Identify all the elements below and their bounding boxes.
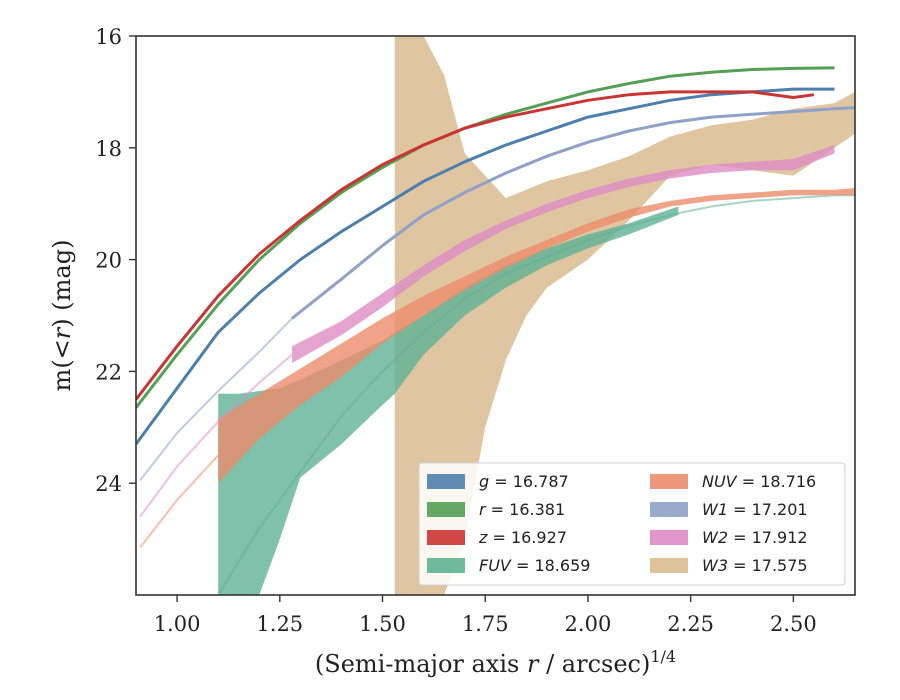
- plot-frame: [135, 35, 856, 596]
- legend-items: g = 16.787 r = 16.381 z = 16.927 FUV = 18.6…: [427, 472, 816, 575]
- x-axis-label-post: / arcsec): [538, 650, 650, 678]
- x-tick-label: 1.00: [154, 612, 201, 636]
- y-axis-label-pre: m(<: [48, 339, 76, 391]
- legend-label-z: z = 16.927: [478, 528, 567, 547]
- legend-item-g: g = 16.787: [427, 472, 569, 491]
- x-tick-label: 1.25: [256, 612, 303, 636]
- x-tick-label: 1.75: [462, 612, 509, 636]
- legend-swatch-z: [427, 530, 465, 545]
- legend-label-nuv: NUV = 18.716: [702, 472, 816, 491]
- series-w2-extension: [139, 353, 293, 518]
- x-tick-label: 1.50: [359, 612, 406, 636]
- legend-label-r: r = 16.381: [479, 500, 565, 519]
- legend-item-nuv: NUV = 18.716: [650, 472, 816, 491]
- legend-item-r: r = 16.381: [427, 500, 565, 519]
- series-z-line: [136, 90, 815, 401]
- series-g-line: [136, 87, 835, 445]
- legend-label-fuv: FUV = 18.659: [479, 556, 590, 575]
- y-tick-label: 16: [95, 25, 122, 49]
- series-w1-extension: [139, 317, 293, 482]
- series-nuv-band: [218, 188, 855, 484]
- legend-item-w1: W1 = 17.201: [650, 500, 808, 519]
- series-w2-band: [292, 145, 835, 363]
- x-axis-label-pre: (Semi-major axis: [315, 650, 527, 678]
- legend-swatch-fuv: [427, 558, 465, 573]
- legend-item-w2: W2 = 17.912: [650, 528, 808, 547]
- legend-label-w3: W3 = 17.575: [702, 556, 808, 575]
- legend-swatch-g: [427, 474, 465, 489]
- x-tick-label: 2.50: [770, 612, 817, 636]
- x-tick-label: 2.00: [565, 612, 612, 636]
- y-axis-label: m(<r) (mag): [48, 240, 76, 392]
- legend-swatch-w3: [650, 558, 688, 573]
- legend-label-w1: W1 = 17.201: [702, 500, 808, 519]
- x-tick-label: 2.25: [667, 612, 714, 636]
- x-axis-label: (Semi-major axis r / arcsec)1/4: [315, 647, 676, 678]
- x-axis-label-sup: 1/4: [650, 647, 676, 666]
- y-tick-label: 20: [95, 249, 122, 273]
- y-tick-label: 18: [95, 137, 122, 161]
- series-w1-line: [291, 106, 855, 320]
- legend-swatch-nuv: [650, 474, 688, 489]
- y-tick-label: 24: [95, 472, 122, 496]
- y-tick-label: 22: [95, 360, 122, 384]
- legend-swatch-r: [427, 502, 465, 517]
- series-fuv-band: [218, 206, 679, 595]
- ticks-layer: 1.00 1.25 1.50 1.75 2.00 2.25 2.50 16 18 20 22 24: [95, 25, 816, 636]
- legend: g = 16.787 r = 16.381 z = 16.927 FUV = 18.6…: [418, 462, 846, 586]
- y-axis-label-post: ) (mag): [48, 240, 76, 328]
- legend-item-fuv: FUV = 18.659: [427, 556, 590, 575]
- legend-swatch-w1: [650, 502, 688, 517]
- legend-box: [418, 462, 846, 586]
- legend-item-z: z = 16.927: [427, 528, 567, 547]
- legend-swatch-w2: [650, 530, 688, 545]
- x-axis-label-var: r: [527, 650, 540, 678]
- y-axis-label-var: r: [48, 326, 76, 339]
- legend-label-w2: W2 = 17.912: [702, 528, 808, 547]
- legend-item-w3: W3 = 17.575: [650, 556, 808, 575]
- series-nuv-extension: [139, 454, 219, 549]
- legend-label-g: g = 16.787: [479, 472, 569, 491]
